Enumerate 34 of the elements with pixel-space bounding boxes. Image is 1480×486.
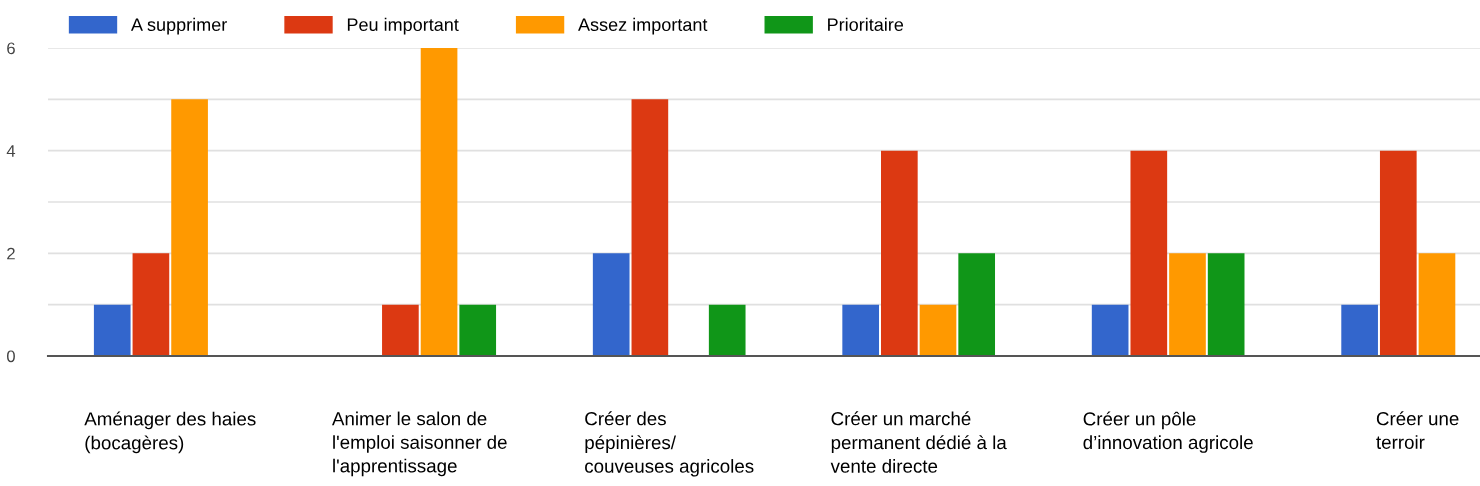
bar	[708, 304, 746, 356]
bar	[842, 304, 880, 356]
bar	[1379, 150, 1417, 356]
bar	[171, 99, 208, 356]
bar	[1130, 150, 1168, 356]
x-tick-label: Animer le salon de l'emploi saisonner de l'apprentissage	[331, 411, 507, 477]
y-tick-label: 2	[7, 247, 15, 260]
legend-label: Assez important	[578, 17, 708, 35]
bar	[881, 150, 918, 356]
bar	[1341, 304, 1378, 356]
legend-label: Prioritaire	[828, 17, 904, 32]
bar	[132, 253, 170, 356]
bar	[382, 304, 419, 356]
y-tick-label: 6	[7, 42, 15, 55]
bar	[1418, 253, 1456, 356]
bar	[1207, 253, 1245, 356]
x-tick-label: Créer des pépinières/ couveuses agricoles	[585, 411, 754, 477]
bar	[631, 99, 669, 356]
y-tick-label: 0	[6, 350, 15, 363]
legend-label: A supprimer	[130, 17, 227, 35]
x-tick-label: Créer un marché permanent dédié à la vente directe	[830, 411, 1007, 473]
x-tick-label: Aménager des haies (bocagères)	[84, 411, 256, 454]
bar	[420, 48, 458, 356]
bar	[1169, 253, 1206, 356]
bar	[919, 304, 957, 356]
bar	[459, 304, 497, 356]
bar	[592, 253, 630, 356]
legend-label: Peu important	[347, 17, 459, 35]
x-tick-label: Créer une terroir	[1376, 411, 1459, 449]
bar	[93, 304, 131, 356]
bar	[1091, 304, 1129, 356]
bar	[958, 253, 996, 356]
y-tick-label: 4	[6, 145, 16, 157]
x-tick-label: Créer un pôle d’innovation agricole	[1083, 411, 1253, 453]
